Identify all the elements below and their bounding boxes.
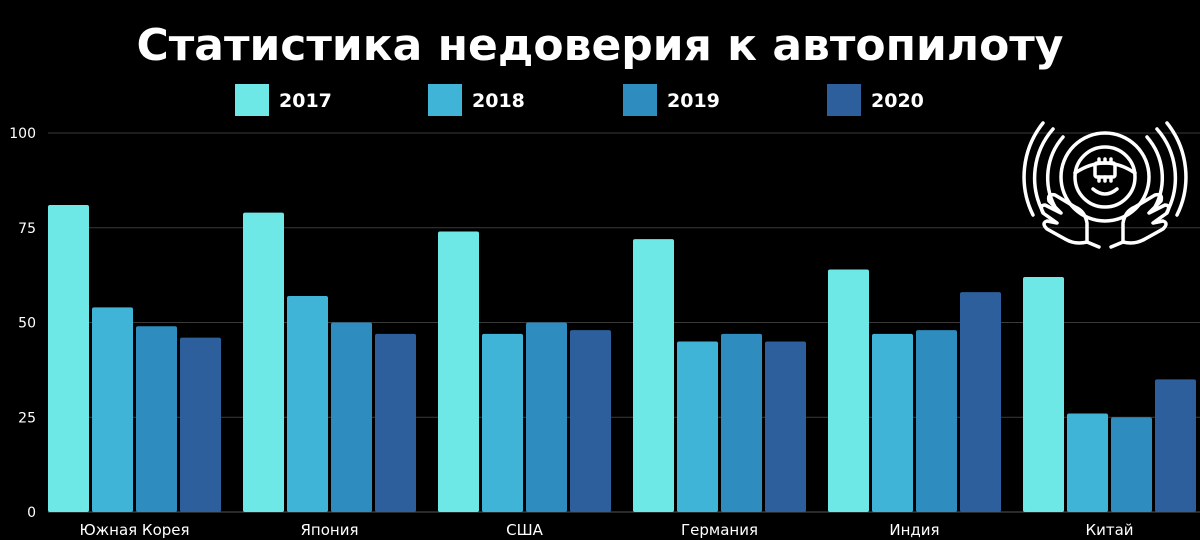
grid [48,132,1200,513]
bar-2020-0 [180,337,221,512]
bar-2017-0 [48,205,89,512]
bar-2018-0 [92,307,133,512]
legend-label: 2019 [667,90,720,112]
chart-title: Статистика недоверия к автопилоту [136,20,1063,71]
x-tick-label: Южная Корея [79,521,189,539]
bar-2017-2 [438,231,479,513]
x-tick-label: Индия [889,521,939,539]
bar-2019-5 [1111,417,1152,512]
legend-swatch-2019 [623,84,657,116]
bar-2017-3 [633,239,674,512]
bar-2020-5 [1155,379,1196,512]
x-tick-label: Германия [681,521,758,539]
legend: 2017 2018 2019 2020 [235,84,924,116]
legend-label: 2018 [472,90,525,112]
bar-2019-1 [331,322,372,512]
y-tick-label: 100 [9,126,36,142]
bar-2017-5 [1023,277,1064,512]
bar-2018-5 [1067,413,1108,512]
legend-swatch-2017 [235,84,269,116]
bar-2019-0 [136,326,177,512]
bar-2019-3 [721,333,762,512]
bar-2020-3 [765,341,806,512]
y-tick-label: 0 [27,505,36,521]
bar-2019-4 [916,330,957,512]
legend-swatch-2020 [827,84,861,116]
legend-swatch-2018 [428,84,462,116]
legend-label: 2020 [871,90,924,112]
bar-2018-4 [872,333,913,512]
bar-2020-4 [960,292,1001,512]
bar-2017-1 [243,212,284,512]
x-axis-labels: Южная Корея Япония США Германия Индия Китай [79,521,1133,539]
bar-2018-2 [482,333,523,512]
legend-label: 2017 [279,90,332,112]
autopilot-steering-wheel-hands-icon [1022,121,1188,249]
bar-2020-2 [570,330,611,512]
x-tick-label: Китай [1085,521,1133,539]
bar-2019-2 [526,322,567,512]
y-tick-label: 50 [18,316,36,332]
bar-2018-3 [677,341,718,512]
x-tick-label: США [506,521,544,539]
x-tick-label: Япония [301,521,359,539]
y-tick-label: 75 [18,221,36,237]
bar-2018-1 [287,295,328,512]
y-axis-ticks: 0 25 50 75 100 [9,126,36,521]
bar-2020-1 [375,333,416,512]
bars [48,205,1196,513]
y-tick-label: 25 [18,410,36,426]
bar-2017-4 [828,269,869,512]
